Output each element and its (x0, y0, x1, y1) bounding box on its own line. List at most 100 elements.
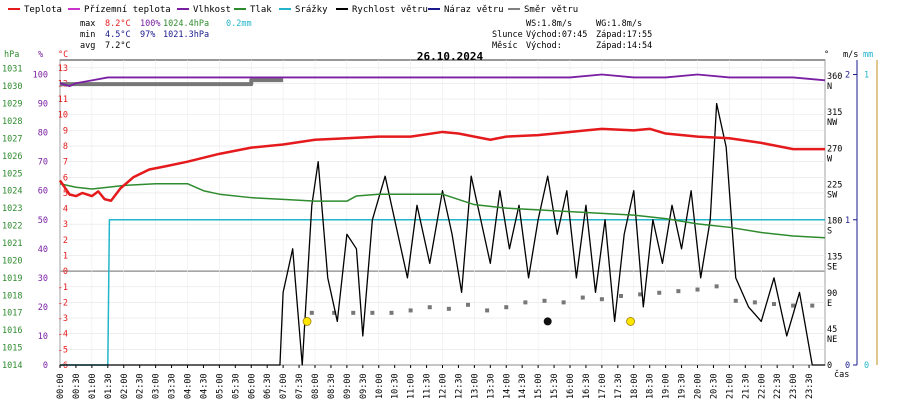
time-tick-label: 15:00 (534, 373, 544, 399)
time-tick-label: 03:00 (152, 373, 162, 399)
c-tick-label: -1 (58, 283, 68, 293)
time-tick-label: 04:00 (184, 373, 194, 399)
hpa-tick-label: 1025 (2, 169, 22, 179)
time-tick-label: 14:30 (518, 373, 528, 399)
time-tick-label: 21:00 (725, 373, 735, 399)
time-tick-label: 11:30 (423, 373, 433, 399)
hpa-tick-label: 1029 (2, 100, 22, 110)
time-tick-label: 14:00 (502, 373, 512, 399)
time-tick-label: 17:30 (614, 373, 624, 399)
info-moonrise: Východ: (526, 41, 562, 51)
stat-min-hum: 97% (140, 30, 155, 40)
wind-direction-mark (599, 297, 604, 302)
time-tick-label: 06:30 (263, 373, 273, 399)
stat-max-temp: 8.2°C (105, 19, 131, 29)
wind-speed-series (60, 102, 825, 366)
dir-tick-label: SE (827, 263, 837, 273)
wind-direction-mark (772, 302, 776, 306)
c-tick-label: 3 (63, 220, 68, 230)
time-tick-label: 01:30 (104, 373, 114, 399)
time-tick-label: 16:30 (582, 373, 592, 399)
dir-tick-label: NE (827, 335, 837, 345)
deg-tick-label: 0 (827, 361, 832, 371)
wind-direction-mark (752, 300, 757, 305)
dir-tick-label: N (827, 82, 832, 92)
hpa-tick-label: 1024 (2, 187, 22, 197)
stat-min-temp: 4.5°C (105, 30, 131, 40)
wind-direction-mark (791, 303, 796, 308)
time-tick-label: 23:00 (789, 373, 799, 399)
time-tick-label: 13:30 (486, 373, 496, 399)
pct-tick-label: 60 (38, 187, 48, 197)
time-tick-label: 20:00 (694, 373, 704, 399)
info-wg: WG:1.8m/s (596, 19, 642, 29)
wind-direction-mark (561, 300, 566, 305)
wind-direction-mark (408, 308, 413, 313)
hpa-tick-label: 1028 (2, 117, 22, 127)
wind-direction-mark (309, 310, 314, 315)
time-tick-label: 23:30 (805, 373, 815, 399)
c-tick-label: 7 (63, 158, 68, 168)
hpa-tick-label: 1031 (2, 65, 22, 75)
c-tick-label: 13 (58, 64, 68, 74)
wind-direction-mark (332, 310, 337, 315)
c-tick-label: 0 (63, 267, 68, 277)
time-tick-label: 13:00 (470, 373, 480, 399)
dir-tick-label: SW (827, 190, 838, 200)
wind-direction-mark (657, 290, 662, 295)
pct-tick-label: 100 (33, 71, 48, 81)
pct-tick-label: 10 (38, 332, 48, 342)
wind-direction-mark (504, 305, 509, 310)
pct-tick-label: 70 (38, 158, 48, 168)
pct-tick-label: 80 (38, 129, 48, 139)
time-tick-label: 09:00 (343, 373, 353, 399)
time-tick-label: 12:00 (439, 373, 449, 399)
series (58, 73, 826, 366)
legend-vlhkost: Vlhkost (193, 5, 231, 15)
ticks: 1031103010291028102710261025102410231022… (2, 64, 869, 399)
hpa-tick-label: 1019 (2, 274, 22, 284)
info-moonset: Západ:14:54 (596, 41, 652, 51)
time-tick-label: 06:00 (247, 373, 257, 399)
stats: max 8.2°C 100% 1024.4hPa 0.2mm min 4.5°C… (80, 19, 252, 51)
time-tick-label: 15:30 (550, 373, 560, 399)
axis-deg-label: ° (824, 50, 829, 60)
deg-tick-label: 180 (827, 217, 842, 227)
ms-tick-label: 0 (845, 361, 850, 371)
hpa-tick-label: 1030 (2, 82, 22, 92)
time-tick-label: 08:00 (311, 373, 321, 399)
dir-tick-label: S (827, 227, 832, 237)
time-tick-label: 08:30 (327, 373, 337, 399)
c-tick-label: 2 (63, 236, 68, 246)
time-tick-label: 01:00 (88, 373, 98, 399)
astro-info: WS:1.8m/s WG:1.8m/s Slunce Východ:07:45 … (492, 19, 652, 51)
wind-direction-mark (427, 305, 432, 310)
axis-ms-label: m/s (843, 50, 858, 60)
mm-tick-label: 0 (864, 361, 869, 371)
wind-direction-mark (466, 302, 470, 307)
stat-avg-temp: 7.2°C (105, 41, 131, 51)
wind-direction-mark (523, 300, 528, 305)
time-tick-label: 07:00 (279, 373, 289, 399)
legend-srazky: Srážky (295, 5, 328, 15)
time-tick-label: 17:00 (598, 373, 608, 399)
dir-tick-label: W (827, 154, 833, 164)
sun-marker (302, 317, 312, 326)
hpa-tick-label: 1023 (2, 204, 22, 214)
deg-tick-label: 90 (827, 289, 837, 299)
mm-tick-label: 1 (864, 71, 869, 81)
humidity-series (59, 73, 826, 88)
time-tick-label: 22:00 (757, 373, 767, 399)
time-tick-label: 05:30 (231, 373, 241, 399)
hpa-tick-label: 1027 (2, 134, 22, 144)
axis-pct-label: % (38, 50, 43, 60)
c-tick-label: 6 (63, 173, 68, 183)
c-tick-label: -6 (58, 361, 68, 371)
wind-direction-mark (733, 298, 738, 303)
time-tick-label: 16:00 (566, 373, 576, 399)
wind-direction-mark (389, 310, 394, 315)
time-tick-label: 18:00 (630, 373, 640, 399)
wind-direction-mark (446, 306, 451, 311)
wind-direction-mark (370, 310, 375, 315)
